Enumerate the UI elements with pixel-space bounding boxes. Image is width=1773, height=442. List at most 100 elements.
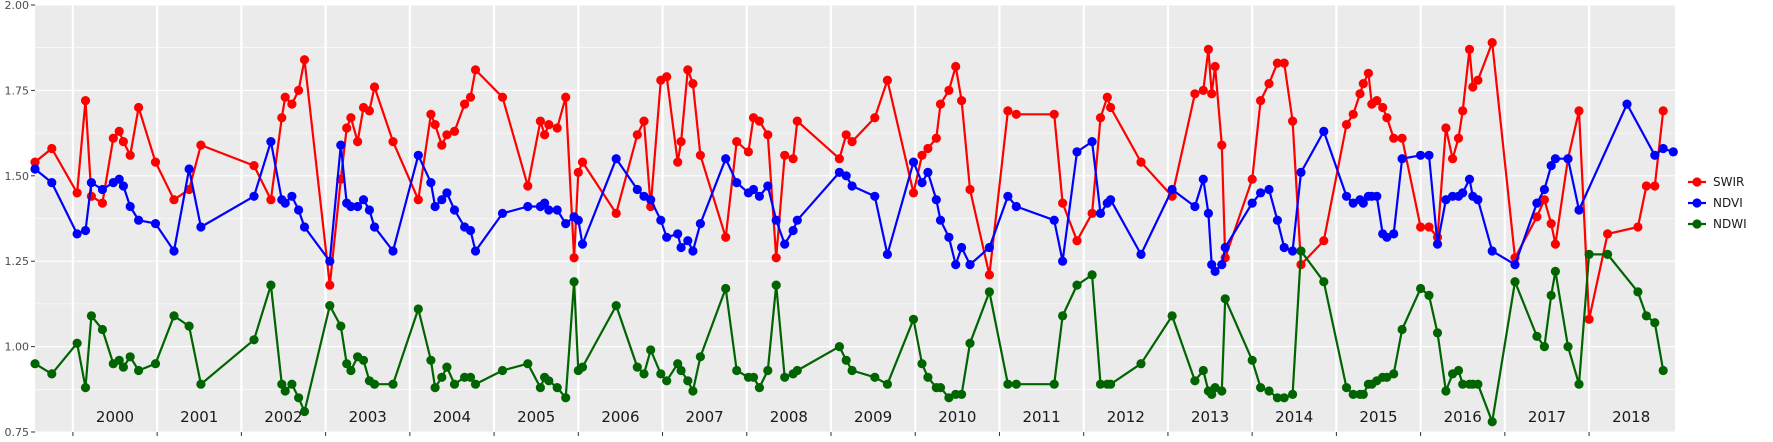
data-point xyxy=(1424,150,1434,160)
data-point xyxy=(882,249,893,259)
data-point xyxy=(1348,389,1358,399)
data-point xyxy=(1378,102,1388,113)
data-point xyxy=(662,232,672,242)
data-point xyxy=(573,215,583,225)
data-point xyxy=(1584,314,1594,324)
data-point xyxy=(632,362,642,372)
data-point xyxy=(611,154,621,164)
data-point xyxy=(1355,89,1365,99)
data-point xyxy=(841,171,851,181)
data-point xyxy=(1256,383,1266,393)
data-point xyxy=(639,369,649,379)
data-point xyxy=(1136,249,1146,259)
data-point xyxy=(134,102,144,113)
data-point xyxy=(353,137,363,147)
data-point xyxy=(847,181,857,191)
data-point xyxy=(196,379,206,389)
data-point xyxy=(1473,75,1483,85)
data-point xyxy=(358,195,369,205)
data-point xyxy=(788,154,798,164)
data-point xyxy=(523,201,533,212)
data-point xyxy=(460,99,470,109)
data-point xyxy=(754,383,765,393)
data-point xyxy=(1058,311,1068,321)
data-point xyxy=(1247,355,1257,365)
data-point xyxy=(1372,191,1382,201)
data-point xyxy=(535,383,546,393)
y-tick-label: 1.00 xyxy=(5,341,30,354)
data-point xyxy=(1441,386,1451,396)
data-point xyxy=(1198,85,1208,95)
data-point xyxy=(1087,208,1097,218)
data-point xyxy=(426,109,436,119)
data-point xyxy=(30,359,40,369)
data-point xyxy=(1550,154,1560,164)
data-point xyxy=(277,113,287,123)
data-point xyxy=(721,154,731,164)
data-point xyxy=(1319,126,1329,136)
data-point xyxy=(573,167,583,177)
data-point xyxy=(430,383,440,393)
year-label: 2014 xyxy=(1275,408,1313,426)
data-point xyxy=(280,92,290,102)
data-point xyxy=(1641,181,1651,191)
data-point xyxy=(1072,236,1082,246)
data-point xyxy=(364,106,374,116)
data-point xyxy=(1003,379,1013,389)
data-point xyxy=(184,164,194,174)
data-point xyxy=(957,389,967,399)
data-point xyxy=(561,393,571,403)
year-label: 2018 xyxy=(1612,408,1650,426)
data-point xyxy=(732,365,742,376)
data-point xyxy=(369,379,380,389)
data-point xyxy=(748,372,759,382)
legend-label: NDWI xyxy=(1713,217,1747,231)
data-point xyxy=(944,85,954,95)
data-point xyxy=(325,280,335,290)
data-point xyxy=(683,65,693,75)
y-tick-label: 1.50 xyxy=(5,170,30,183)
data-point xyxy=(299,406,310,417)
data-point xyxy=(72,229,82,239)
data-point xyxy=(1563,342,1573,352)
data-point xyxy=(169,311,179,321)
data-point xyxy=(1319,236,1329,246)
data-point xyxy=(1622,99,1632,109)
data-point xyxy=(1220,242,1230,253)
data-point xyxy=(1432,239,1443,249)
data-point xyxy=(1539,184,1549,195)
data-point xyxy=(1217,140,1227,150)
data-point xyxy=(437,195,447,205)
year-label: 2012 xyxy=(1107,408,1145,426)
data-point xyxy=(1458,106,1468,116)
data-point xyxy=(1296,167,1306,177)
year-label: 2013 xyxy=(1191,408,1229,426)
data-point xyxy=(1058,198,1068,208)
data-point xyxy=(1358,79,1368,89)
data-point xyxy=(1049,379,1059,389)
data-point xyxy=(552,123,562,133)
data-point xyxy=(1288,116,1298,126)
data-point xyxy=(847,137,857,147)
data-point xyxy=(870,191,880,201)
data-point xyxy=(1272,58,1282,68)
data-point xyxy=(426,178,436,188)
data-point xyxy=(1473,195,1483,205)
data-point xyxy=(1458,379,1468,389)
data-point xyxy=(1190,201,1200,212)
data-point xyxy=(695,219,706,229)
data-point xyxy=(1348,198,1358,208)
data-point xyxy=(965,184,975,195)
data-point xyxy=(388,379,398,389)
data-point xyxy=(1603,249,1613,259)
data-point xyxy=(662,376,672,386)
data-point xyxy=(1072,147,1082,157)
data-point xyxy=(426,355,436,365)
data-point xyxy=(1256,96,1266,106)
data-point xyxy=(544,205,554,215)
data-point xyxy=(1487,246,1497,256)
data-point xyxy=(673,157,683,167)
data-point xyxy=(577,362,588,372)
data-point xyxy=(1658,106,1668,116)
data-point xyxy=(86,178,96,188)
